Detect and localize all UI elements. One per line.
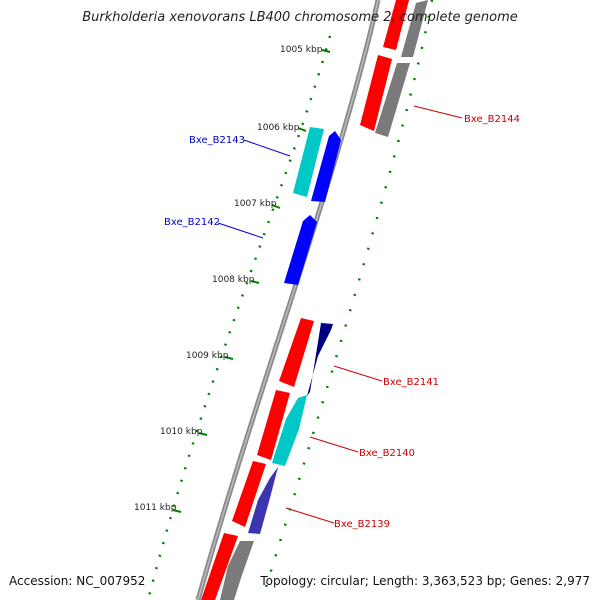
tick-label-1011: 1011 kbp [134,503,177,513]
gene-block[interactable] [279,318,314,387]
tick-label-1007: 1007 kbp [234,199,277,209]
tick-label-1010: 1010 kbp [160,427,203,437]
tick-label-1005: 1005 kbp [280,45,323,55]
gene-label-b2139[interactable]: Bxe_B2139 [334,519,390,530]
tick-label-1008: 1008 kbp [212,275,255,285]
ticks [172,49,331,513]
gene-label-b2142[interactable]: Bxe_B2142 [164,217,220,228]
connector-b2144 [413,105,463,119]
gene-block[interactable] [257,390,290,460]
gene-block[interactable] [311,131,341,202]
tick-1010 [198,432,208,436]
tick-1007 [271,204,281,209]
tick-1008 [250,280,260,284]
connector-b2140 [309,436,359,453]
outer-track [220,0,428,600]
forward-track [201,0,409,600]
label-connectors [217,105,463,524]
connector-b2142 [217,222,264,239]
tick-1006 [297,127,307,132]
gene-block[interactable] [383,0,409,50]
gene-block[interactable] [360,55,392,131]
gene-block[interactable] [307,323,333,396]
gene-label-b2144[interactable]: Bxe_B2144 [464,114,520,125]
gene-block[interactable] [293,127,324,197]
inner-track [284,127,341,285]
scale-arc-outer [260,0,434,600]
backbone-inner [197,0,379,600]
map-title: Burkholderia xenovorans LB400 chromosome… [82,10,518,25]
gene-block[interactable] [272,395,307,466]
gene-block[interactable] [375,63,410,137]
tick-label-1009: 1009 kbp [186,351,229,361]
gene-label-b2143[interactable]: Bxe_B2143 [189,135,245,146]
connector-b2143 [243,139,291,157]
gene-label-b2140[interactable]: Bxe_B2140 [359,448,415,459]
tick-1009 [224,356,234,360]
scale-arc-inner [146,35,332,600]
gene-block[interactable] [401,0,428,57]
genome-summary: Topology: circular; Length: 3,363,523 bp… [260,574,590,588]
connector-b2141 [333,365,383,382]
gene-block[interactable] [220,541,254,600]
gene-block[interactable] [284,215,317,285]
tick-label-1006: 1006 kbp [257,123,300,133]
tick-1005 [321,49,331,53]
gene-block[interactable] [232,461,266,527]
gene-block[interactable] [248,467,278,534]
gene-block[interactable] [201,533,238,600]
tick-1011 [172,509,182,513]
gene-label-b2141[interactable]: Bxe_B2141 [383,377,439,388]
accession-label: Accession: NC_007952 [9,574,146,588]
connector-b2139 [285,507,335,524]
